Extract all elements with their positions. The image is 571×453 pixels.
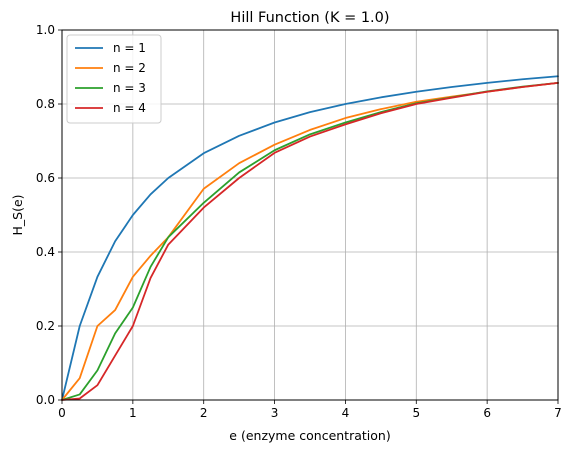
legend-label: n = 1 [113,41,146,55]
y-axis-label: H_S(e) [10,194,25,235]
x-tick-label: 2 [200,406,208,420]
y-tick-label: 0.6 [36,171,55,185]
x-tick-label: 3 [271,406,279,420]
legend-box [66,34,162,124]
series-line-n4 [61,82,559,401]
x-tick-label: 0 [58,406,66,420]
x-tick-label: 7 [554,406,562,420]
y-tick-label: 1.0 [36,23,55,37]
y-tick-label: 0.8 [36,97,55,111]
legend-label: n = 4 [113,101,146,115]
series-line-n1 [61,75,559,401]
x-axis-label: e (enzyme concentration) [229,428,390,443]
legend-label: n = 2 [113,61,146,75]
y-tick-label: 0.0 [36,393,55,407]
legend-label: n = 3 [113,81,146,95]
x-tick-label: 5 [412,406,420,420]
chart-title: Hill Function (K = 1.0) [230,10,389,26]
y-tick-label: 0.4 [36,245,55,259]
axes-frame [61,29,559,401]
y-tick-label: 0.2 [36,319,55,333]
series-layer [61,75,559,401]
legend: n = 1 n = 2 n = 3 n = 4 [66,34,162,124]
x-tick-label: 1 [129,406,137,420]
axis-ticks: 0 1 2 3 4 5 6 7 0.0 0.2 0.4 0.6 0.8 1.0 [36,23,562,420]
x-tick-label: 4 [342,406,350,420]
x-tick-label: 6 [483,406,491,420]
